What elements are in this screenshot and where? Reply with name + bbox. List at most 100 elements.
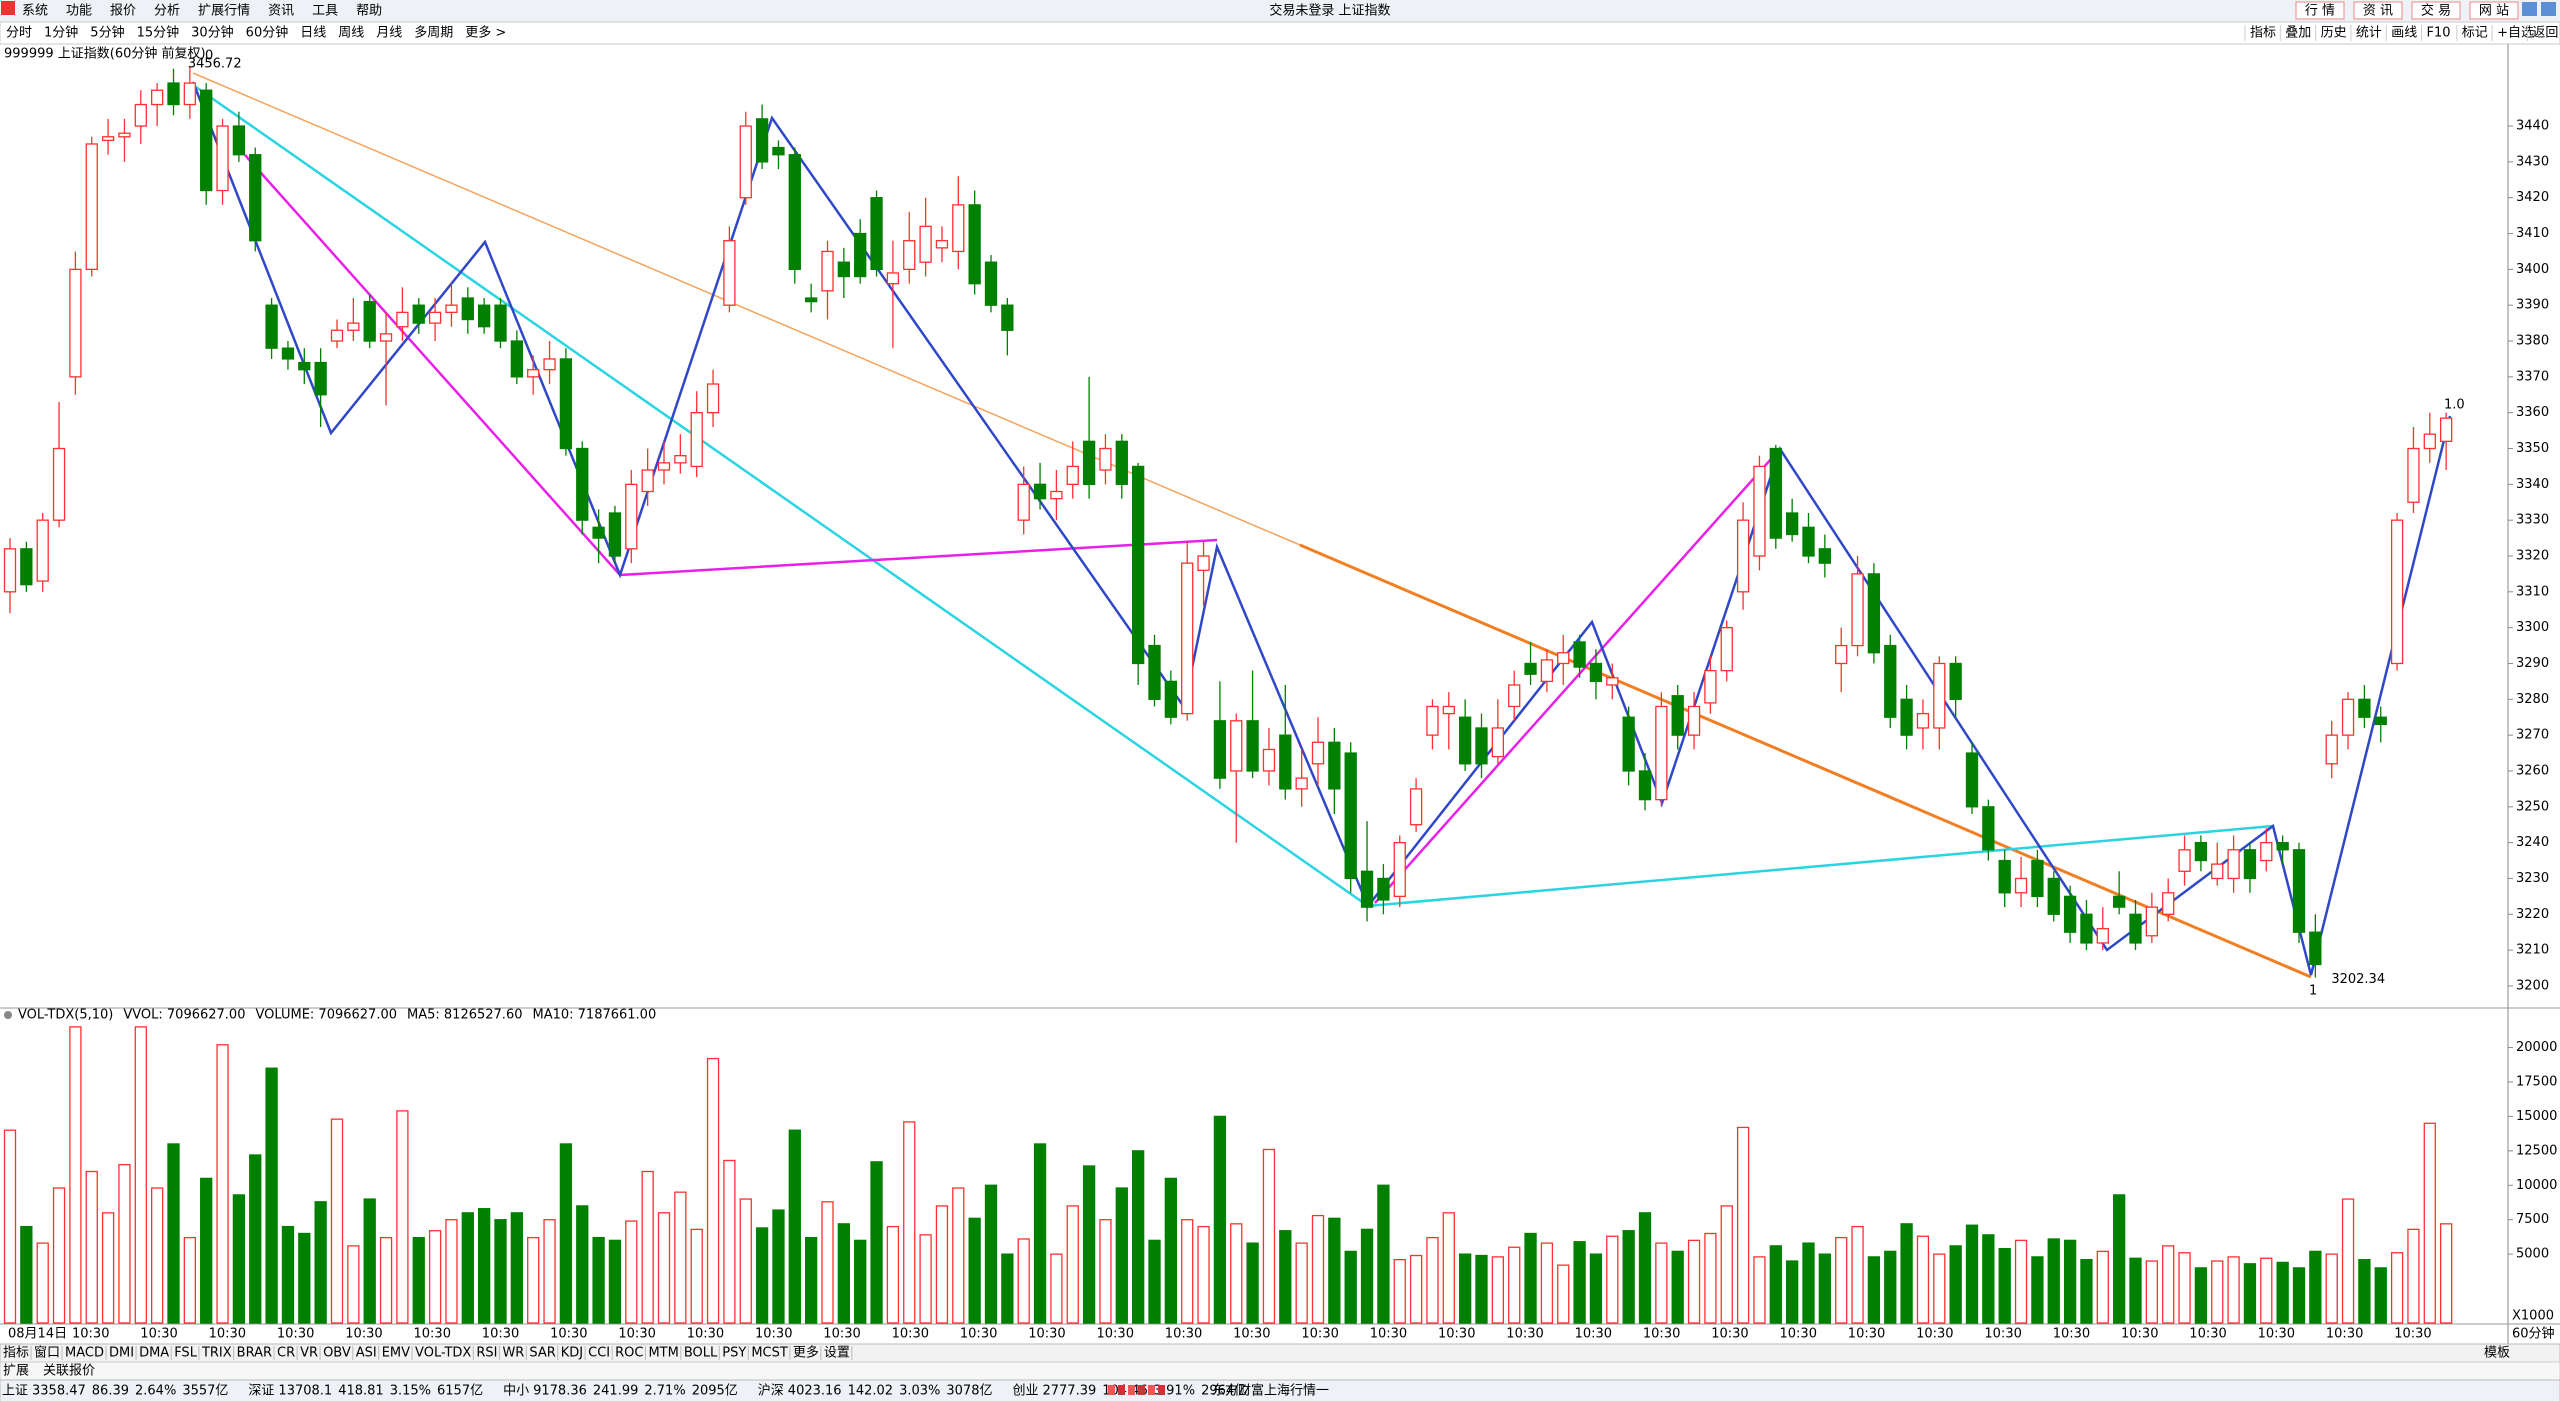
indicator-tab[interactable]: CCI xyxy=(588,1346,610,1361)
tool-button[interactable]: 画线 xyxy=(2391,26,2417,41)
sub-tab[interactable]: 扩展 xyxy=(3,1364,29,1379)
menu-item[interactable]: 系统 xyxy=(22,4,48,19)
volume-bar xyxy=(1704,1232,1717,1324)
indicator-tab[interactable]: BOLL xyxy=(684,1346,718,1361)
tool-button[interactable]: 返回 xyxy=(2532,26,2558,41)
volume-bar xyxy=(2194,1267,2208,1324)
indicator-tab[interactable]: PSY xyxy=(722,1346,746,1361)
period-tab[interactable]: 月线 xyxy=(376,26,402,41)
candle-body xyxy=(1066,465,1079,485)
menu-item[interactable]: 帮助 xyxy=(356,4,382,19)
candle-body xyxy=(903,240,916,271)
tool-button[interactable]: 标记 xyxy=(2462,26,2488,41)
period-tab[interactable]: 更多 > xyxy=(465,25,506,41)
period-tab[interactable]: 5分钟 xyxy=(90,25,124,41)
indicator-tab[interactable]: ROC xyxy=(615,1346,643,1361)
period-tab[interactable]: 日线 xyxy=(300,26,326,41)
tool-button[interactable]: 指标 xyxy=(2250,26,2276,41)
top-button[interactable] xyxy=(2353,1,2403,20)
window-max[interactable] xyxy=(2522,2,2537,16)
x-tick-label: 10:30 xyxy=(209,1327,246,1342)
period-tab[interactable]: 15分钟 xyxy=(137,25,180,41)
drawing-lines xyxy=(191,72,2452,979)
top-button-label[interactable]: 交 易 xyxy=(2421,3,2451,19)
sub-tab[interactable]: 关联报价 xyxy=(43,1364,95,1379)
volume-bar xyxy=(1818,1253,1831,1324)
indicator-tab[interactable]: OBV xyxy=(323,1346,351,1361)
indicator-tab[interactable]: SAR xyxy=(529,1346,555,1361)
indicator-tab[interactable]: 设置 xyxy=(824,1346,850,1361)
top-button[interactable] xyxy=(2295,1,2345,20)
y-tick-label: 3340 xyxy=(2516,477,2549,492)
volume-bar xyxy=(1622,1230,1635,1324)
unit-label: X1000 xyxy=(2512,1309,2554,1324)
period-tab[interactable]: 分时 xyxy=(6,26,32,41)
volume-bar xyxy=(919,1234,932,1324)
indicator-tab[interactable]: MACD xyxy=(65,1346,104,1361)
indicator-tab[interactable]: VR xyxy=(300,1346,318,1361)
volume-bar xyxy=(1377,1184,1390,1324)
period-tab[interactable]: 30分钟 xyxy=(191,25,234,41)
volume-bar xyxy=(1132,1150,1145,1324)
indicator-tab[interactable]: DMI xyxy=(109,1346,134,1361)
menu-item[interactable]: 资讯 xyxy=(268,4,294,19)
period-tab[interactable]: 周线 xyxy=(338,26,364,41)
candle-body xyxy=(1573,641,1586,668)
indicator-tab[interactable]: MTM xyxy=(648,1346,678,1361)
indicator-tab[interactable]: EMV xyxy=(382,1346,410,1361)
candle-body xyxy=(1360,870,1374,908)
tool-button[interactable]: 统计 xyxy=(2356,26,2382,41)
indicator-tab[interactable]: ASI xyxy=(356,1346,377,1361)
tool-button[interactable]: 历史 xyxy=(2321,26,2347,41)
candle-body xyxy=(1181,562,1194,715)
indicator-tab[interactable]: FSL xyxy=(174,1346,198,1361)
volume-bar xyxy=(952,1187,965,1324)
tool-button[interactable]: +自选 xyxy=(2497,26,2534,41)
period-tab[interactable]: 60分钟 xyxy=(246,25,289,41)
menu-item[interactable]: 分析 xyxy=(154,4,180,19)
indicator-tab[interactable]: RSI xyxy=(476,1346,497,1361)
indicator-tab[interactable]: BRAR xyxy=(237,1346,272,1361)
indicator-tab[interactable]: DMA xyxy=(139,1346,169,1361)
indicator-tab[interactable]: MCST xyxy=(751,1346,788,1361)
tool-button[interactable]: 叠加 xyxy=(2285,26,2311,41)
top-button-label[interactable]: 网 站 xyxy=(2479,4,2509,19)
period-tab[interactable]: 多周期 xyxy=(414,25,453,41)
x-tick-label: 10:30 xyxy=(1506,1327,1543,1342)
menu-item[interactable]: 扩展行情 xyxy=(198,4,250,19)
top-button[interactable] xyxy=(2411,1,2461,20)
app-logo xyxy=(1,1,15,15)
indicator-tab[interactable]: 更多 xyxy=(793,1345,819,1361)
y-tick-label: 3280 xyxy=(2516,692,2549,707)
window-close[interactable] xyxy=(2541,2,2556,16)
candle-body xyxy=(1786,512,1799,536)
candle-body xyxy=(216,125,229,192)
indicator-tab[interactable]: VOL-TDX xyxy=(415,1346,471,1361)
candle-body xyxy=(379,333,393,342)
top-button[interactable] xyxy=(2469,1,2519,20)
market-name: 创业 xyxy=(1012,1384,1038,1399)
candle-body xyxy=(1409,788,1423,826)
indicator-tab[interactable]: WR xyxy=(502,1346,524,1361)
menu-item[interactable]: 报价 xyxy=(110,4,136,19)
candle-body xyxy=(69,268,82,378)
candle-body xyxy=(2227,849,2240,880)
tool-button[interactable]: F10 xyxy=(2427,26,2451,41)
volume-bar xyxy=(69,1026,82,1324)
volume-bar xyxy=(837,1223,850,1324)
volume-bar xyxy=(2374,1267,2387,1324)
x-tick-label: 10:30 xyxy=(2121,1327,2158,1342)
period-tab[interactable]: 1分钟 xyxy=(44,25,78,41)
top-button-label[interactable]: 资 讯 xyxy=(2363,4,2393,19)
indicator-tab[interactable]: 窗口 xyxy=(34,1345,60,1361)
indicator-tab[interactable]: 指标 xyxy=(3,1346,29,1361)
template-button[interactable]: 模板 xyxy=(2484,1346,2510,1361)
candle-body xyxy=(1753,465,1766,557)
top-button-label[interactable]: 行 情 xyxy=(2305,4,2335,19)
menu-item[interactable]: 功能 xyxy=(66,4,92,19)
indicator-tab[interactable]: TRIX xyxy=(201,1346,232,1361)
indicator-tab[interactable]: CR xyxy=(277,1346,295,1361)
menu-item[interactable]: 工具 xyxy=(312,4,338,19)
indicator-tab[interactable]: KDJ xyxy=(561,1346,583,1361)
market-name: 沪深 xyxy=(758,1383,784,1399)
